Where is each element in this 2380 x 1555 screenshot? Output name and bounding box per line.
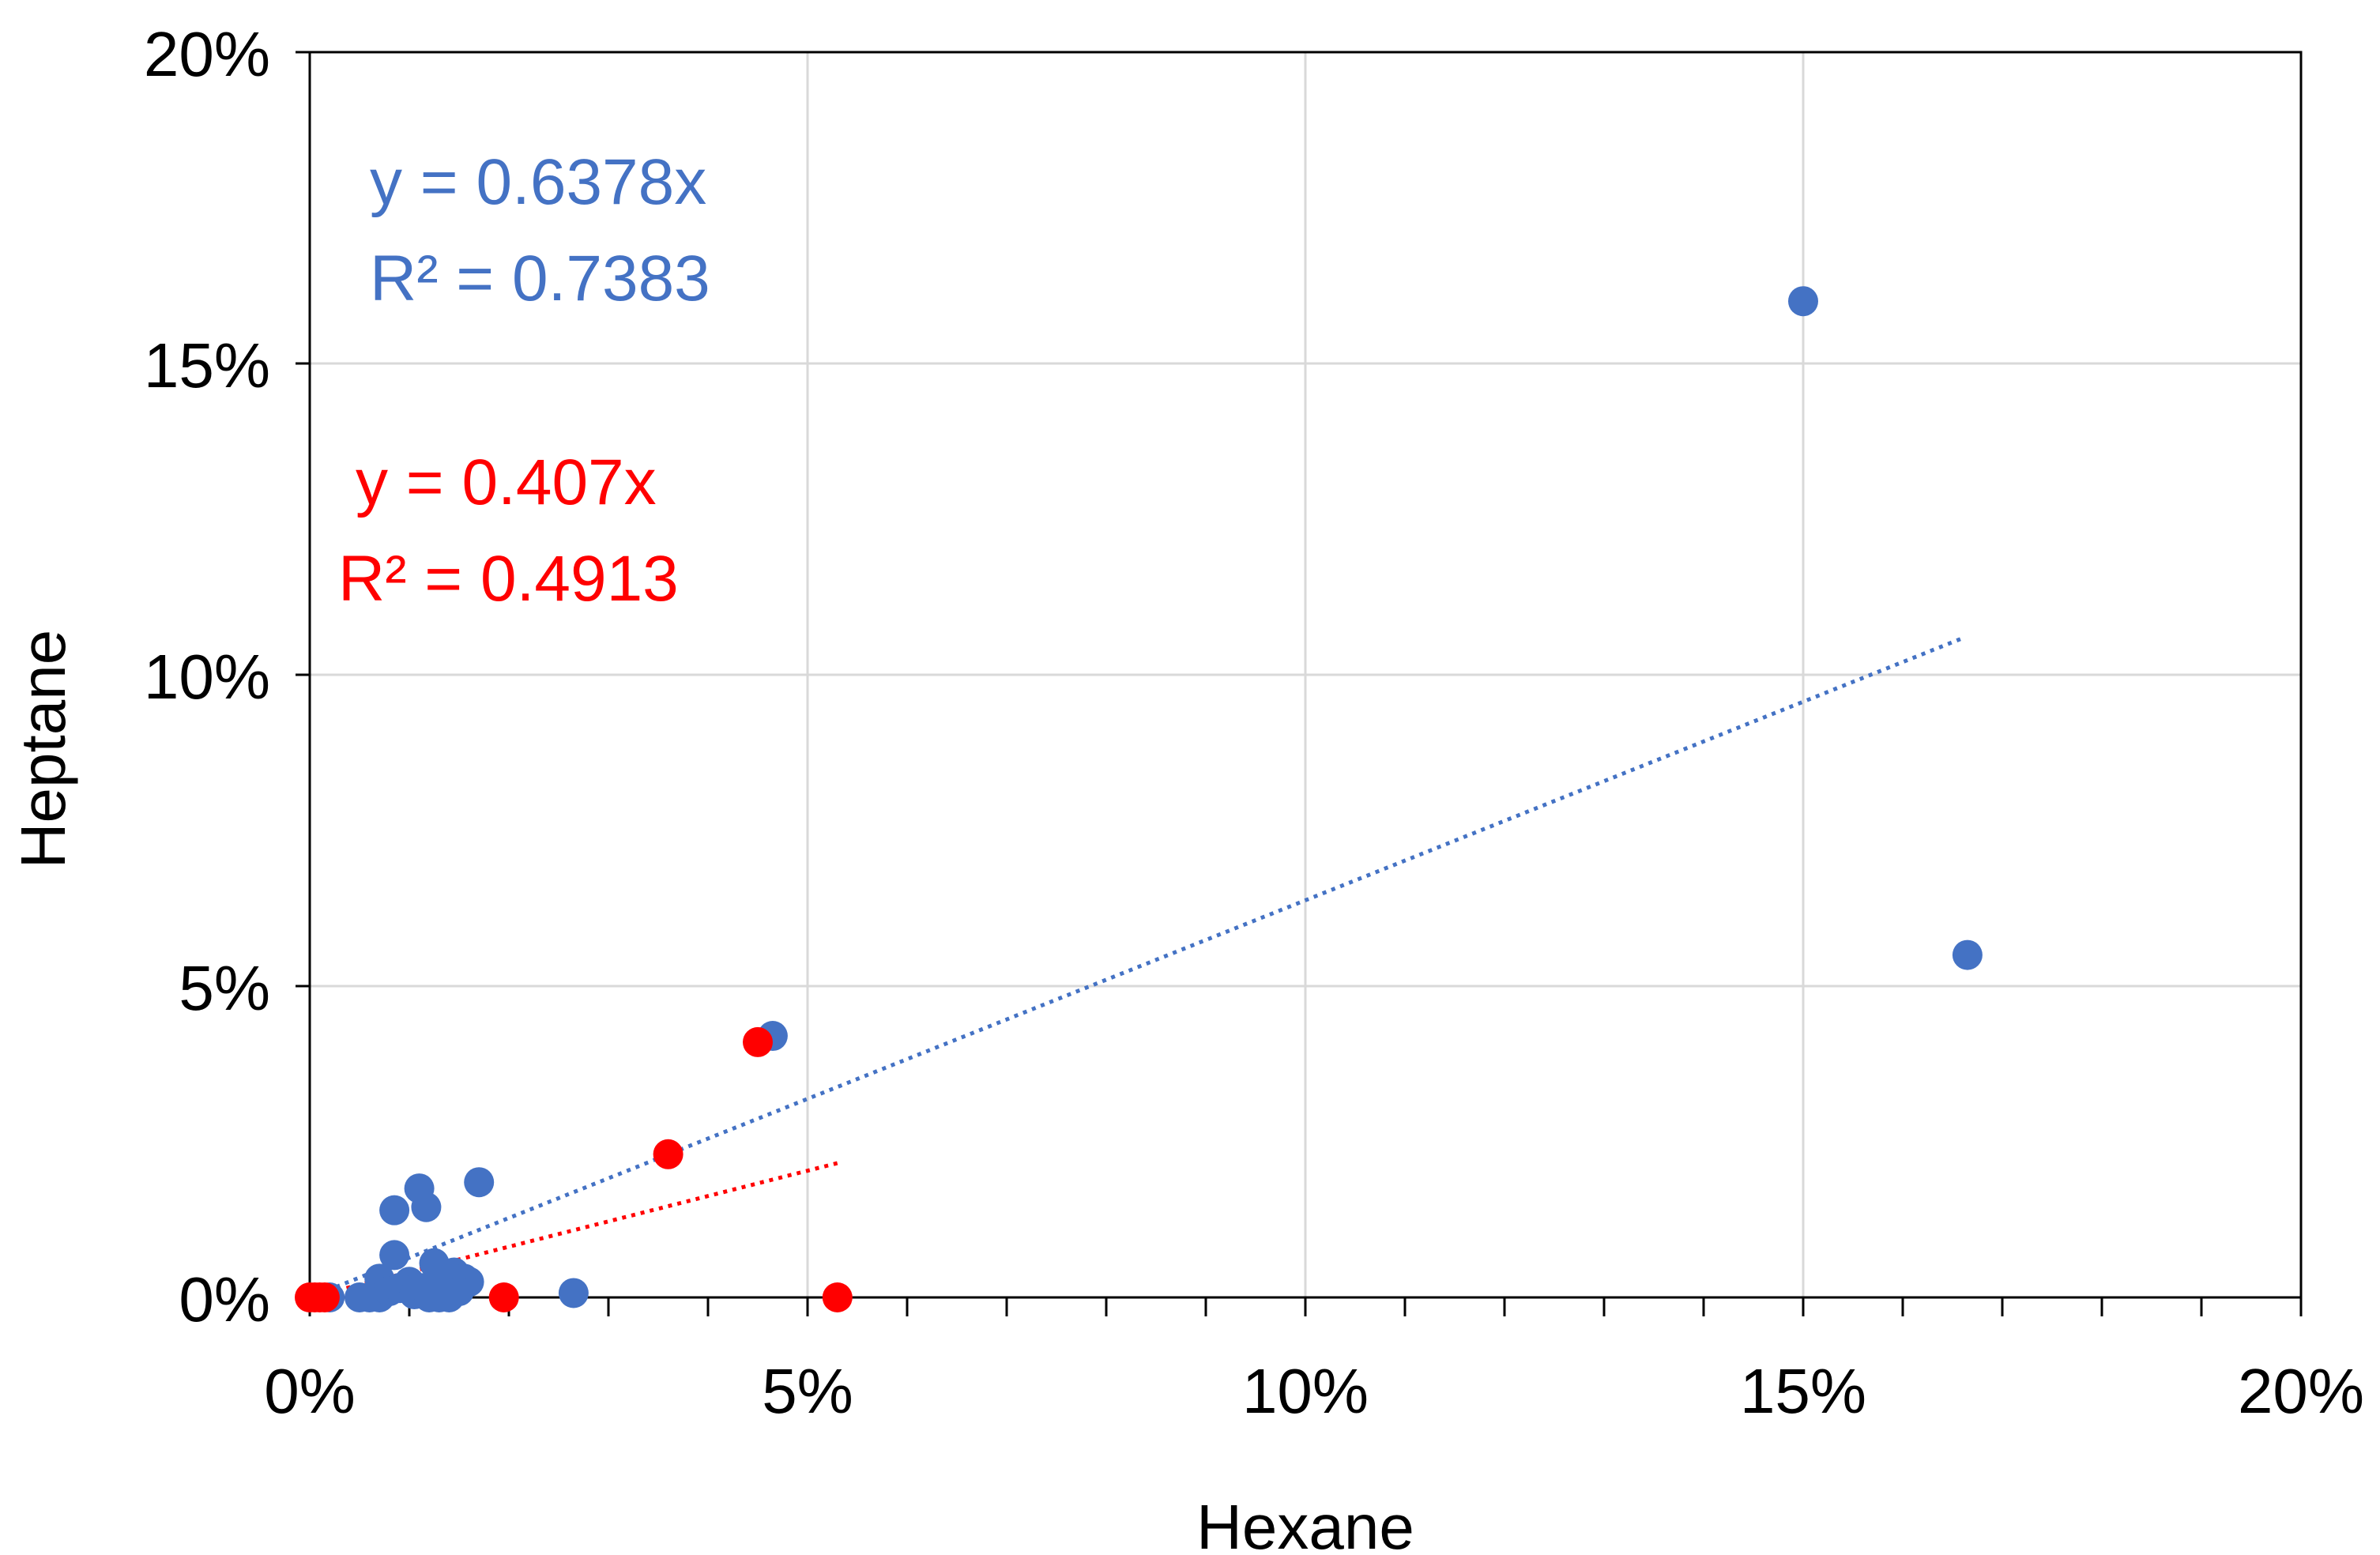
y-tick-label: 10%	[144, 642, 270, 712]
red-trend-r-squared: R² = 0.4913	[338, 543, 679, 615]
gridlines	[308, 51, 2303, 1299]
y-tick-labels: 0% 5% 10% 15% 20%	[144, 19, 270, 1335]
blue-trendline	[309, 636, 1964, 1300]
blue-data-point	[1788, 286, 1818, 317]
red-data-point	[822, 1282, 853, 1312]
blue-data-point	[411, 1192, 442, 1222]
blue-trend-equation: y = 0.6378x	[370, 146, 706, 218]
blue-data-point	[558, 1278, 589, 1308]
blue-data-point	[379, 1195, 410, 1226]
data-points	[295, 286, 1983, 1312]
x-minor-ticks	[296, 51, 2303, 1316]
y-tick-label: 15%	[144, 330, 270, 401]
x-tick-label: 20%	[2238, 1356, 2364, 1426]
y-tick-label: 0%	[179, 1264, 270, 1335]
red-data-point	[743, 1026, 773, 1057]
x-axis-title: Hexane	[1196, 1492, 1414, 1555]
y-axis-title: Heptane	[8, 630, 78, 868]
red-trend-equation: y = 0.407x	[356, 446, 657, 518]
red-data-point	[488, 1282, 519, 1312]
blue-data-point	[464, 1167, 495, 1198]
y-tick-label: 5%	[179, 953, 270, 1023]
x-tick-label: 5%	[762, 1356, 853, 1426]
blue-data-point	[1952, 939, 1983, 970]
x-tick-label: 10%	[1242, 1356, 1369, 1426]
red-data-point	[309, 1282, 340, 1312]
red-data-point	[653, 1139, 683, 1169]
blue-data-point	[379, 1240, 410, 1271]
trendlines	[309, 636, 1964, 1300]
x-tick-labels: 0% 5% 10% 15% 20%	[264, 1356, 2364, 1426]
x-tick-label: 15%	[1740, 1356, 1866, 1426]
blue-data-point	[444, 1276, 474, 1307]
y-tick-label: 20%	[144, 19, 270, 89]
x-tick-label: 0%	[264, 1356, 356, 1426]
blue-trend-r-squared: R² = 0.7383	[370, 243, 710, 314]
